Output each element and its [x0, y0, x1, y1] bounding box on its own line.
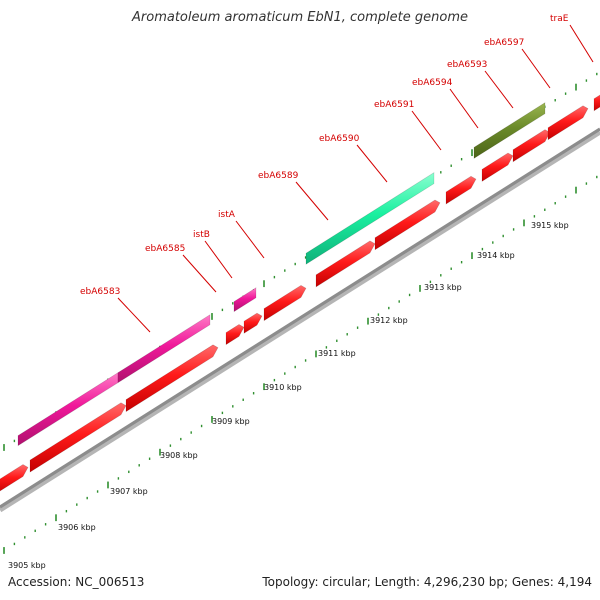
- cds-feature-bar[interactable]: [315, 240, 376, 288]
- kbp-scale-label: 3912 kbp: [370, 316, 408, 325]
- backbone-shadow: [0, 129, 600, 513]
- kbp-scale-label: 3909 kbp: [212, 417, 250, 426]
- cds-feature-bar[interactable]: [481, 152, 514, 182]
- gene-label[interactable]: ebA6594: [412, 78, 453, 88]
- cds-feature-bar[interactable]: [593, 92, 600, 112]
- kbp-scale-label: 3914 kbp: [477, 251, 515, 260]
- cds-feature-bar[interactable]: [512, 129, 551, 163]
- kbp-scale-label: 3913 kbp: [424, 283, 462, 292]
- genome-backbone: [0, 127, 600, 509]
- gene-label[interactable]: ebA6591: [374, 100, 414, 110]
- kbp-scale-label: 3910 kbp: [264, 383, 302, 392]
- cds-feature-bar[interactable]: [243, 312, 263, 334]
- gene-label-leader-line: [117, 297, 151, 333]
- kbp-scale-label: 3907 kbp: [110, 487, 148, 496]
- transposase-feature-bar[interactable]: [17, 372, 119, 447]
- gene-label[interactable]: ebA6589: [258, 171, 299, 181]
- gene-label[interactable]: ebA6585: [145, 244, 185, 254]
- gene-label[interactable]: ebA6597: [484, 38, 524, 48]
- gene-label[interactable]: ebA6593: [447, 60, 487, 70]
- gene-label-leader-line: [569, 24, 594, 63]
- accession-text: Accession: NC_006513: [8, 575, 145, 589]
- gene-label[interactable]: istB: [193, 230, 210, 240]
- kbp-scale-label: 3908 kbp: [160, 451, 198, 460]
- gene-label-leader-line: [449, 88, 479, 129]
- transposase-feature-bar[interactable]: [117, 314, 211, 384]
- cds-feature-bar[interactable]: [125, 344, 219, 413]
- highlighted-feature-bar[interactable]: [305, 172, 435, 265]
- gene-label-leader-line: [235, 220, 265, 259]
- kbp-scale-label: 3906 kbp: [58, 523, 96, 532]
- gene-label-leader-line: [204, 240, 233, 279]
- cds-feature-bar[interactable]: [374, 199, 441, 251]
- genome-summary-text: Topology: circular; Length: 4,296,230 bp…: [262, 575, 592, 589]
- highlighted-feature-bar[interactable]: [473, 102, 546, 159]
- gene-label[interactable]: ebA6590: [319, 134, 360, 144]
- gene-label[interactable]: traE: [550, 14, 569, 24]
- kbp-scale-label: 3911 kbp: [318, 349, 356, 358]
- map-title: Aromatoleum aromaticum EbN1, complete ge…: [132, 10, 468, 25]
- gene-label-leader-line: [295, 181, 329, 221]
- gene-label-leader-line: [411, 110, 442, 151]
- cds-feature-bar[interactable]: [263, 285, 307, 322]
- cds-feature-bar[interactable]: [225, 324, 245, 346]
- gene-label-leader-line: [521, 48, 551, 89]
- cds-feature-bar[interactable]: [445, 175, 477, 205]
- gene-label[interactable]: ebA6583: [80, 287, 120, 297]
- kbp-scale-label: 3915 kbp: [531, 221, 569, 230]
- cds-feature-bar[interactable]: [547, 105, 589, 141]
- gene-label[interactable]: istA: [218, 210, 236, 220]
- cds-feature-bar[interactable]: [29, 402, 127, 473]
- gene-label-leader-line: [182, 254, 217, 293]
- kbp-scale-label: 3905 kbp: [8, 561, 46, 570]
- gene-label-leader-line: [356, 144, 388, 183]
- lower-tick-track: [3, 175, 598, 554]
- cds-feature-bar[interactable]: [0, 464, 29, 494]
- gene-label-leader-line: [484, 70, 514, 109]
- istb-feature-bar[interactable]: [233, 287, 257, 313]
